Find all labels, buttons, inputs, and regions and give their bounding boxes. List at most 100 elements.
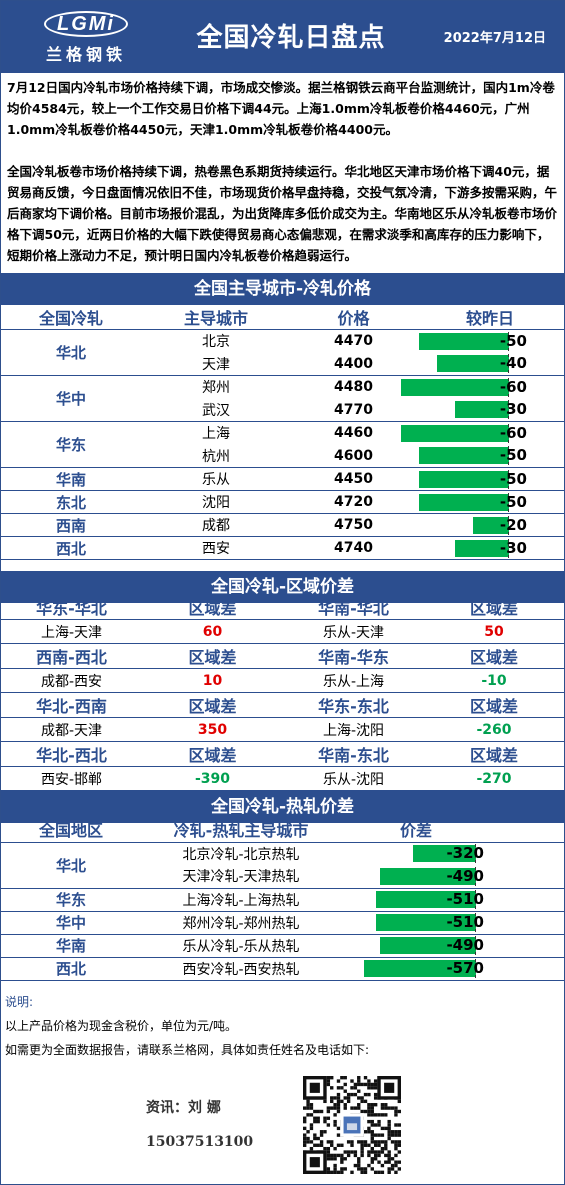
- spread-pair-left: 西安-邯郸: [1, 766, 142, 791]
- spread-title-left: 华东-华北: [1, 595, 142, 620]
- col-header-pair: 冷轧-热轧主导城市: [141, 817, 341, 843]
- city-name: 乐从: [141, 467, 291, 491]
- contact-name: 资讯：刘 娜: [146, 1100, 221, 1116]
- col-header-city: 主导城市: [141, 305, 291, 330]
- notes-line-2: 如需更为全面数据报告，请联系兰格网，具体如责任姓名及电话如下:: [5, 1043, 370, 1057]
- price-value: 4480: [334, 379, 373, 396]
- change-bar: [473, 516, 509, 534]
- region-label: 华北: [1, 842, 141, 889]
- col-header-region: 全国冷轧: [1, 305, 141, 330]
- spread-value: -510: [446, 913, 484, 931]
- price-value: 4470: [334, 333, 373, 350]
- logo-chinese-name: 兰格钢铁: [45, 45, 126, 64]
- spread-title-right: 华东-东北: [283, 692, 424, 718]
- spread-pair-left: 成都-天津: [1, 717, 142, 742]
- spread-value-right: -270: [424, 766, 564, 791]
- price-value: 4770: [291, 398, 416, 422]
- change-bar: [419, 493, 509, 511]
- spread-title-left: 西南-西北: [1, 643, 142, 669]
- city-name: 西安: [141, 536, 291, 560]
- region-label: 华中: [1, 375, 141, 422]
- logo-mark-text: LGMi: [44, 11, 128, 37]
- col-header-spread: 价差: [341, 817, 491, 843]
- region-label: 西南: [1, 513, 141, 537]
- spread-diff-label: 区域差: [142, 741, 283, 767]
- price-value: 4460: [334, 425, 373, 442]
- spread-header-row: 华北-西南 区域差 华东-东北 区域差: [1, 692, 564, 718]
- change-value: -30: [499, 400, 527, 419]
- price-value: 4750: [291, 513, 416, 537]
- region-spread-table: 华东-华北 区域差 华南-华北 区域差 上海-天津 60 乐从-天津 50 西南-西北 区域差 华南…: [1, 595, 564, 791]
- table-row: 华中 郑州 4480 -60: [1, 375, 564, 422]
- price-value: 4720: [291, 490, 416, 514]
- spread-pair-left: 上海-天津: [1, 619, 142, 644]
- qr-code-icon: [303, 1076, 401, 1174]
- spread-value-left: 60: [142, 619, 283, 644]
- pair-name: 天津冷轧-天津热轧: [141, 865, 341, 889]
- spread-bar: [375, 891, 476, 908]
- table-row: 杭州 4600 -50: [1, 444, 564, 468]
- spread-pair-left: 成都-西安: [1, 668, 142, 693]
- summary-paragraph-1: 7月12日国内冷轧市场价格持续下调，市场成交惨淡。据兰格钢铁云商平台监测统计，国…: [7, 80, 555, 137]
- change-value: -30: [499, 538, 527, 557]
- change-value: -50: [499, 469, 527, 488]
- change-value: -60: [499, 377, 527, 396]
- table-row: 西北 西安冷轧-西安热轧 -570: [1, 957, 564, 981]
- spread-value-left: -390: [142, 766, 283, 791]
- spread-diff-label: 区域差: [424, 741, 564, 767]
- section-title-city-price: 全国主导城市-冷轧价格: [1, 273, 564, 305]
- table-row: 华南 乐从冷轧-乐从热轧 -490: [1, 934, 564, 958]
- spread-value-left: 10: [142, 668, 283, 693]
- spread-data-row: 成都-天津 350 上海-沈阳 -260: [1, 717, 564, 742]
- region-label: 东北: [1, 490, 141, 514]
- summary-paragraph-2: 全国冷轧板卷市场价格持续下调，热卷黑色系期货持续运行。华北地区天津市场价格下调4…: [7, 164, 558, 263]
- spread-diff-label: 区域差: [142, 595, 283, 620]
- spread-value: -490: [446, 866, 484, 885]
- spread-pair-right: 乐从-沈阳: [283, 766, 424, 791]
- change-value: -40: [499, 354, 527, 373]
- table-row: 西北 西安 4740 -30: [1, 536, 564, 560]
- city-name: 武汉: [141, 398, 291, 422]
- notes-block: 说明: 以上产品价格为现金含税价，单位为元/吨。 如需更为全面数据报告，请联系兰…: [1, 990, 564, 1062]
- table-row: 天津 4400 -40: [1, 352, 564, 376]
- region-label: 西北: [1, 957, 141, 981]
- change-value: -20: [499, 515, 527, 534]
- pair-name: 郑州冷轧-郑州热轧: [141, 911, 341, 935]
- spread-pair-right: 上海-沈阳: [283, 717, 424, 742]
- table-row: 华东 上海 4460 -60: [1, 421, 564, 468]
- spread-diff-label: 区域差: [424, 595, 564, 620]
- change-bar: [401, 378, 509, 396]
- change-bar: [437, 355, 509, 373]
- table-row: 天津冷轧-天津热轧 -490: [1, 865, 564, 889]
- price-value: 4740: [291, 536, 416, 560]
- notes-line-1: 以上产品价格为现金含税价，单位为元/吨。: [5, 1019, 238, 1033]
- spread-bar: [375, 914, 476, 931]
- table-row: 华中 郑州冷轧-郑州热轧 -510: [1, 911, 564, 935]
- region-label: 华东: [1, 421, 141, 468]
- table-row: 东北 沈阳 4720 -50: [1, 490, 564, 514]
- spread-diff-label: 区域差: [142, 692, 283, 718]
- change-bar: [401, 424, 509, 442]
- spread-title-left: 华北-西北: [1, 741, 142, 767]
- spread-header-row: 华北-西北 区域差 华南-东北 区域差: [1, 741, 564, 767]
- table-row: 华南 乐从 4450 -50: [1, 467, 564, 491]
- region-label: 华南: [1, 934, 141, 958]
- change-bar: [455, 539, 509, 557]
- spread-data-row: 西安-邯郸 -390 乐从-沈阳 -270: [1, 766, 564, 791]
- change-bar: [419, 447, 509, 465]
- spread-pair-right: 乐从-天津: [283, 619, 424, 644]
- spread-title-left: 华北-西南: [1, 692, 142, 718]
- spread-diff-label: 区域差: [424, 643, 564, 669]
- table-row: 华北 北京冷轧-北京热轧 -320: [1, 842, 564, 889]
- spread-value-right: 50: [424, 619, 564, 644]
- spread-header-row: 华东-华北 区域差 华南-华北 区域差: [1, 595, 564, 620]
- header-bar: LGMi 兰格钢铁 全国冷轧日盘点 2022年7月12日: [1, 1, 564, 73]
- change-value: -50: [499, 492, 527, 511]
- spread-value-left: 350: [142, 717, 283, 742]
- spread-diff-label: 区域差: [424, 692, 564, 718]
- pair-name: 北京冷轧-北京热轧: [182, 846, 300, 863]
- city-name: 成都: [141, 513, 291, 537]
- table-row: 华北 北京 4470 -50: [1, 329, 564, 376]
- table-row: 武汉 4770 -30: [1, 398, 564, 422]
- change-bar: [419, 470, 509, 488]
